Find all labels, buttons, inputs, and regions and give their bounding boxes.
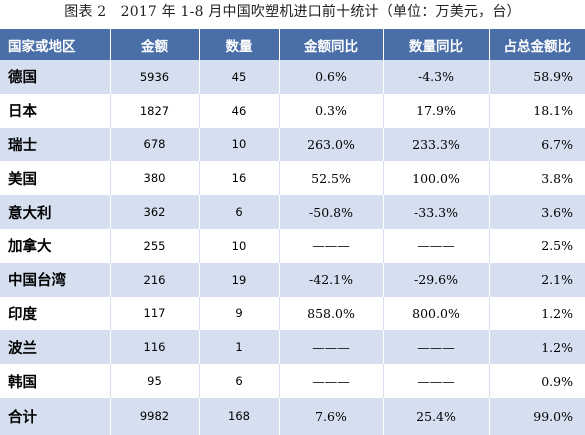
column-header-region: 国家或地区	[0, 29, 111, 60]
table-row: 美国 380 16 52.5% 100.0% 3.8%	[0, 161, 585, 196]
cell-amount-yoy: 858.0%	[279, 296, 384, 331]
table-row: 印度 117 9 858.0% 800.0% 1.2%	[0, 296, 585, 331]
cell-quantity: 10	[199, 127, 280, 162]
cell-amount: 380	[110, 161, 200, 196]
cell-region: 合计	[0, 397, 111, 435]
cell-region: 意大利	[0, 195, 111, 229]
cell-quantity-yoy: ———	[383, 330, 490, 365]
table-row: 意大利 362 6 -50.8% -33.3% 3.6%	[0, 195, 585, 229]
cell-amount-yoy: 7.6%	[279, 397, 384, 435]
table-caption: 图表 2 2017 年 1-8 月中国吹塑机进口前十统计（单位：万美元，台）	[64, 4, 521, 20]
cell-amount: 9982	[110, 397, 200, 435]
cell-amount: 216	[110, 262, 200, 297]
cell-amount-yoy: ———	[279, 228, 384, 263]
column-header-amount-yoy: 金额同比	[279, 29, 384, 60]
cell-region: 韩国	[0, 364, 111, 398]
cell-quantity-yoy: ———	[383, 364, 490, 398]
cell-share: 1.2%	[489, 330, 585, 365]
cell-quantity-yoy: 800.0%	[383, 296, 490, 331]
cell-quantity: 16	[199, 161, 280, 196]
cell-amount: 678	[110, 127, 200, 162]
cell-quantity-yoy: 233.3%	[383, 127, 490, 162]
cell-share: 3.6%	[489, 195, 585, 229]
cell-amount-yoy: 263.0%	[279, 127, 384, 162]
cell-quantity-yoy: 25.4%	[383, 397, 490, 435]
cell-amount-yoy: ———	[279, 330, 384, 365]
cell-share: 3.8%	[489, 161, 585, 196]
cell-quantity: 6	[199, 364, 280, 398]
cell-region: 瑞士	[0, 127, 111, 162]
cell-amount: 1827	[110, 93, 200, 128]
table-row: 波兰 116 1 ——— ——— 1.2%	[0, 330, 585, 365]
cell-amount-yoy: 52.5%	[279, 161, 384, 196]
cell-region: 加拿大	[0, 228, 111, 263]
table-header-row: 国家或地区 金额 数量 金额同比 数量同比 占总金额比	[0, 29, 585, 60]
cell-quantity: 19	[199, 262, 280, 297]
cell-region: 德国	[0, 60, 111, 94]
total-row: 合计 9982 168 7.6% 25.4% 99.0%	[0, 397, 585, 435]
table-row: 加拿大 255 10 ——— ——— 2.5%	[0, 228, 585, 263]
cell-quantity-yoy: -29.6%	[383, 262, 490, 297]
cell-region: 印度	[0, 296, 111, 331]
cell-share: 2.5%	[489, 228, 585, 263]
cell-share: 1.2%	[489, 296, 585, 331]
cell-amount: 255	[110, 228, 200, 263]
cell-quantity: 10	[199, 228, 280, 263]
cell-quantity-yoy: ———	[383, 228, 490, 263]
cell-region: 波兰	[0, 330, 111, 365]
cell-amount: 117	[110, 296, 200, 331]
cell-quantity-yoy: -33.3%	[383, 195, 490, 229]
cell-amount: 116	[110, 330, 200, 365]
table-row: 中国台湾 216 19 -42.1% -29.6% 2.1%	[0, 262, 585, 297]
cell-quantity: 9	[199, 296, 280, 331]
cell-share: 0.9%	[489, 364, 585, 398]
cell-amount-yoy: 0.3%	[279, 93, 384, 128]
cell-quantity: 168	[199, 397, 280, 435]
cell-amount: 5936	[110, 60, 200, 94]
cell-quantity-yoy: 17.9%	[383, 93, 490, 128]
cell-quantity: 6	[199, 195, 280, 229]
cell-share: 2.1%	[489, 262, 585, 297]
table-row: 瑞士 678 10 263.0% 233.3% 6.7%	[0, 127, 585, 162]
table-row: 日本 1827 46 0.3% 17.9% 18.1%	[0, 93, 585, 128]
table-row: 德国 5936 45 0.6% -4.3% 58.9%	[0, 60, 585, 94]
cell-share: 58.9%	[489, 60, 585, 94]
table-body: 德国 5936 45 0.6% -4.3% 58.9% 日本 1827 46 0.3% 17.9% 1…	[0, 60, 585, 435]
cell-quantity: 46	[199, 93, 280, 128]
cell-share: 6.7%	[489, 127, 585, 162]
cell-amount-yoy: -50.8%	[279, 195, 384, 229]
column-header-quantity-yoy: 数量同比	[383, 29, 490, 60]
column-header-amount: 金额	[110, 29, 200, 60]
cell-region: 中国台湾	[0, 262, 111, 297]
cell-amount-yoy: 0.6%	[279, 60, 384, 94]
cell-amount: 362	[110, 195, 200, 229]
cell-region: 日本	[0, 93, 111, 128]
cell-region: 美国	[0, 161, 111, 196]
column-header-share: 占总金额比	[503, 38, 572, 55]
column-header-quantity: 数量	[199, 29, 280, 60]
table-row: 韩国 95 6 ——— ——— 0.9%	[0, 364, 585, 398]
cell-share: 18.1%	[489, 93, 585, 128]
cell-quantity-yoy: -4.3%	[383, 60, 490, 94]
import-statistics-table: 国家或地区 金额 数量 金额同比 数量同比 占总金额比 德国 5936 45 0.6%…	[0, 29, 585, 435]
cell-quantity: 1	[199, 330, 280, 365]
cell-amount: 95	[110, 364, 200, 398]
cell-quantity-yoy: 100.0%	[383, 161, 490, 196]
cell-quantity: 45	[199, 60, 280, 94]
cell-share: 99.0%	[489, 397, 585, 435]
cell-amount-yoy: -42.1%	[279, 262, 384, 297]
cell-amount-yoy: ———	[279, 364, 384, 398]
